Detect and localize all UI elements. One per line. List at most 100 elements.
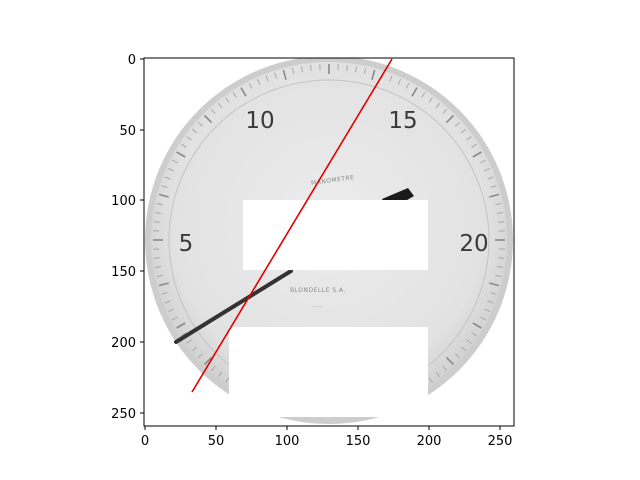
gauge-tick — [496, 212, 503, 214]
gauge-tick — [225, 377, 230, 383]
gauge-tick — [484, 167, 491, 172]
scale-label-15: 15 — [388, 108, 417, 134]
gauge-tick — [232, 92, 237, 98]
scale-label-20: 20 — [459, 231, 488, 257]
y-axis: 0 50 100 150 200 250 — [111, 53, 144, 422]
gauge-tick — [164, 176, 171, 180]
gauge-tick — [371, 69, 376, 80]
gauge-tick — [176, 322, 186, 329]
gauge-tick — [197, 121, 204, 127]
gauge-tick — [489, 193, 500, 198]
gauge-tick — [460, 346, 467, 352]
x-tick-label: 200 — [417, 434, 442, 449]
gauge-tick — [161, 185, 168, 188]
gauge-tick — [489, 282, 500, 287]
y-tick-label: 100 — [111, 194, 136, 209]
gauge-tick — [442, 108, 448, 115]
gauge-tick — [176, 151, 186, 158]
gauge-tick — [389, 75, 393, 82]
x-tick-label: 150 — [346, 434, 371, 449]
gauge-tick — [363, 67, 367, 74]
gauge-tick — [186, 136, 192, 141]
gauge-tick — [181, 332, 187, 337]
dial-text-small: ···· — [313, 304, 323, 311]
gauge-tick — [445, 356, 455, 366]
gauge-tick — [210, 108, 216, 115]
y-tick-label: 150 — [111, 265, 136, 280]
gauge-tick — [442, 365, 448, 372]
gauge-tick — [355, 66, 357, 73]
gauge-tick — [197, 353, 204, 359]
gauge-tick — [472, 322, 482, 329]
gauge-tick — [421, 92, 426, 98]
x-tick-label: 100 — [275, 434, 300, 449]
gauge-tick — [164, 300, 171, 304]
red-line — [191, 58, 393, 393]
gauge-tick — [171, 316, 178, 321]
gauge-tick — [158, 193, 169, 198]
gauge-tick — [256, 78, 261, 85]
gauge-tick — [428, 97, 433, 103]
gauge-tick — [487, 300, 494, 304]
gauge-tick — [248, 82, 253, 89]
gauge-tick — [480, 159, 487, 164]
gauge-tick — [435, 102, 441, 109]
gauge-tick — [490, 292, 497, 295]
gauge-tick — [495, 202, 502, 206]
gauge-tick — [405, 82, 410, 89]
gauge-tick — [171, 159, 178, 164]
gauge-tick — [487, 176, 494, 180]
y-tick-label: 200 — [111, 336, 136, 351]
y-tick-label: 50 — [119, 124, 136, 139]
gauge-tick — [496, 266, 503, 268]
gauge-image: 10 15 5 20 MANOMETRE BLONDELLE S.A. ···· — [145, 58, 513, 424]
gauge-tick — [466, 136, 472, 141]
gauge-tick — [155, 212, 162, 214]
gauge-tick — [291, 67, 295, 74]
gauge-tick — [282, 69, 287, 80]
gauge-tick — [210, 365, 216, 372]
gauge-needle — [174, 269, 293, 344]
gauge-tick — [153, 257, 160, 259]
gauge-tick — [498, 221, 505, 223]
gauge-tick — [217, 371, 223, 378]
gauge-tick — [310, 64, 312, 71]
gauge-tick — [346, 64, 348, 71]
gauge-tick — [445, 114, 455, 124]
gauge-tick — [498, 257, 505, 259]
gauge-tick — [411, 87, 418, 97]
gauge-tick — [203, 114, 213, 124]
gauge-tick — [191, 128, 198, 134]
gauge-tick — [301, 66, 303, 73]
gauge-tick — [225, 97, 230, 103]
gauge-tick — [466, 339, 472, 344]
gauge-tick — [435, 371, 441, 378]
scale-label-10: 10 — [245, 108, 274, 134]
gauge-tick — [203, 356, 213, 366]
gauge-tick — [217, 102, 223, 109]
gauge-tick — [167, 308, 174, 313]
gauge-tick — [460, 128, 467, 134]
mask-rect-upper — [243, 200, 428, 270]
gauge-tick — [454, 353, 461, 359]
y-tick-label: 0 — [128, 53, 136, 68]
gauge-tick — [186, 339, 192, 344]
gauge-tick — [454, 121, 461, 127]
x-tick-label: 0 — [141, 434, 149, 449]
gauge-tick — [153, 221, 160, 223]
dial-text-maker: BLONDELLE S.A. — [290, 287, 346, 294]
gauge-tick — [428, 377, 433, 383]
gauge-tick — [155, 266, 162, 268]
gauge-tick — [191, 346, 198, 352]
gauge-tick — [472, 151, 482, 158]
scale-label-5: 5 — [179, 231, 194, 257]
gauge-tick — [471, 332, 477, 337]
gauge-tick — [156, 202, 163, 206]
mask-rect-lower — [229, 327, 428, 417]
gauge-tick — [156, 274, 163, 278]
gauge-tick — [397, 78, 402, 85]
y-tick-label: 250 — [111, 407, 136, 422]
gauge-tick — [495, 274, 502, 278]
gauge-tick — [484, 308, 491, 313]
